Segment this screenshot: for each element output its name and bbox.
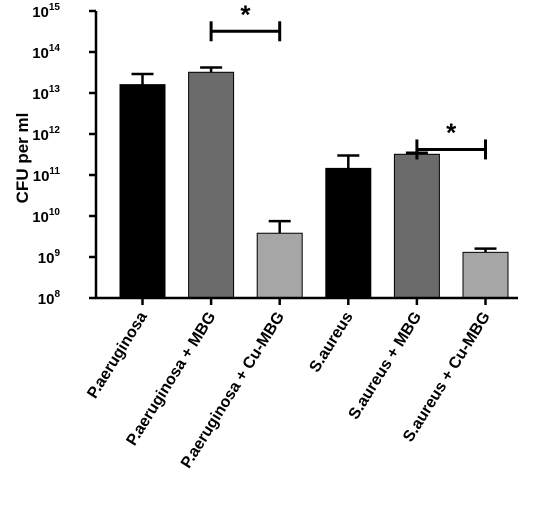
bar bbox=[256, 232, 303, 299]
significance-brackets: ** bbox=[209, 0, 487, 160]
y-tick-label: 1011 bbox=[33, 166, 61, 185]
y-tick-label: 109 bbox=[38, 248, 61, 267]
significance-star: * bbox=[240, 0, 251, 29]
x-tick-label: S.aureus + MBG bbox=[346, 309, 426, 422]
y-tick-label: 1015 bbox=[32, 2, 60, 21]
y-tick-label: 108 bbox=[38, 289, 61, 308]
bar bbox=[119, 84, 166, 299]
bar bbox=[188, 71, 235, 299]
bar bbox=[462, 251, 509, 299]
y-axis: 108 109 1010 1011 1012 1013 1014 1015 bbox=[32, 2, 98, 308]
y-tick-label: 1012 bbox=[32, 125, 60, 144]
y-axis-title: CFU per ml bbox=[13, 113, 32, 204]
bar bbox=[325, 167, 372, 299]
y-tick-label: 1010 bbox=[32, 207, 60, 226]
bars bbox=[119, 66, 509, 299]
bar bbox=[393, 153, 440, 299]
y-tick-label: 1014 bbox=[32, 43, 60, 62]
y-tick-label: 1013 bbox=[32, 84, 60, 103]
significance-star: * bbox=[446, 117, 457, 147]
x-tick-label: P.aeruginosa bbox=[84, 309, 151, 402]
x-tick-label: S.aureus bbox=[306, 309, 356, 375]
